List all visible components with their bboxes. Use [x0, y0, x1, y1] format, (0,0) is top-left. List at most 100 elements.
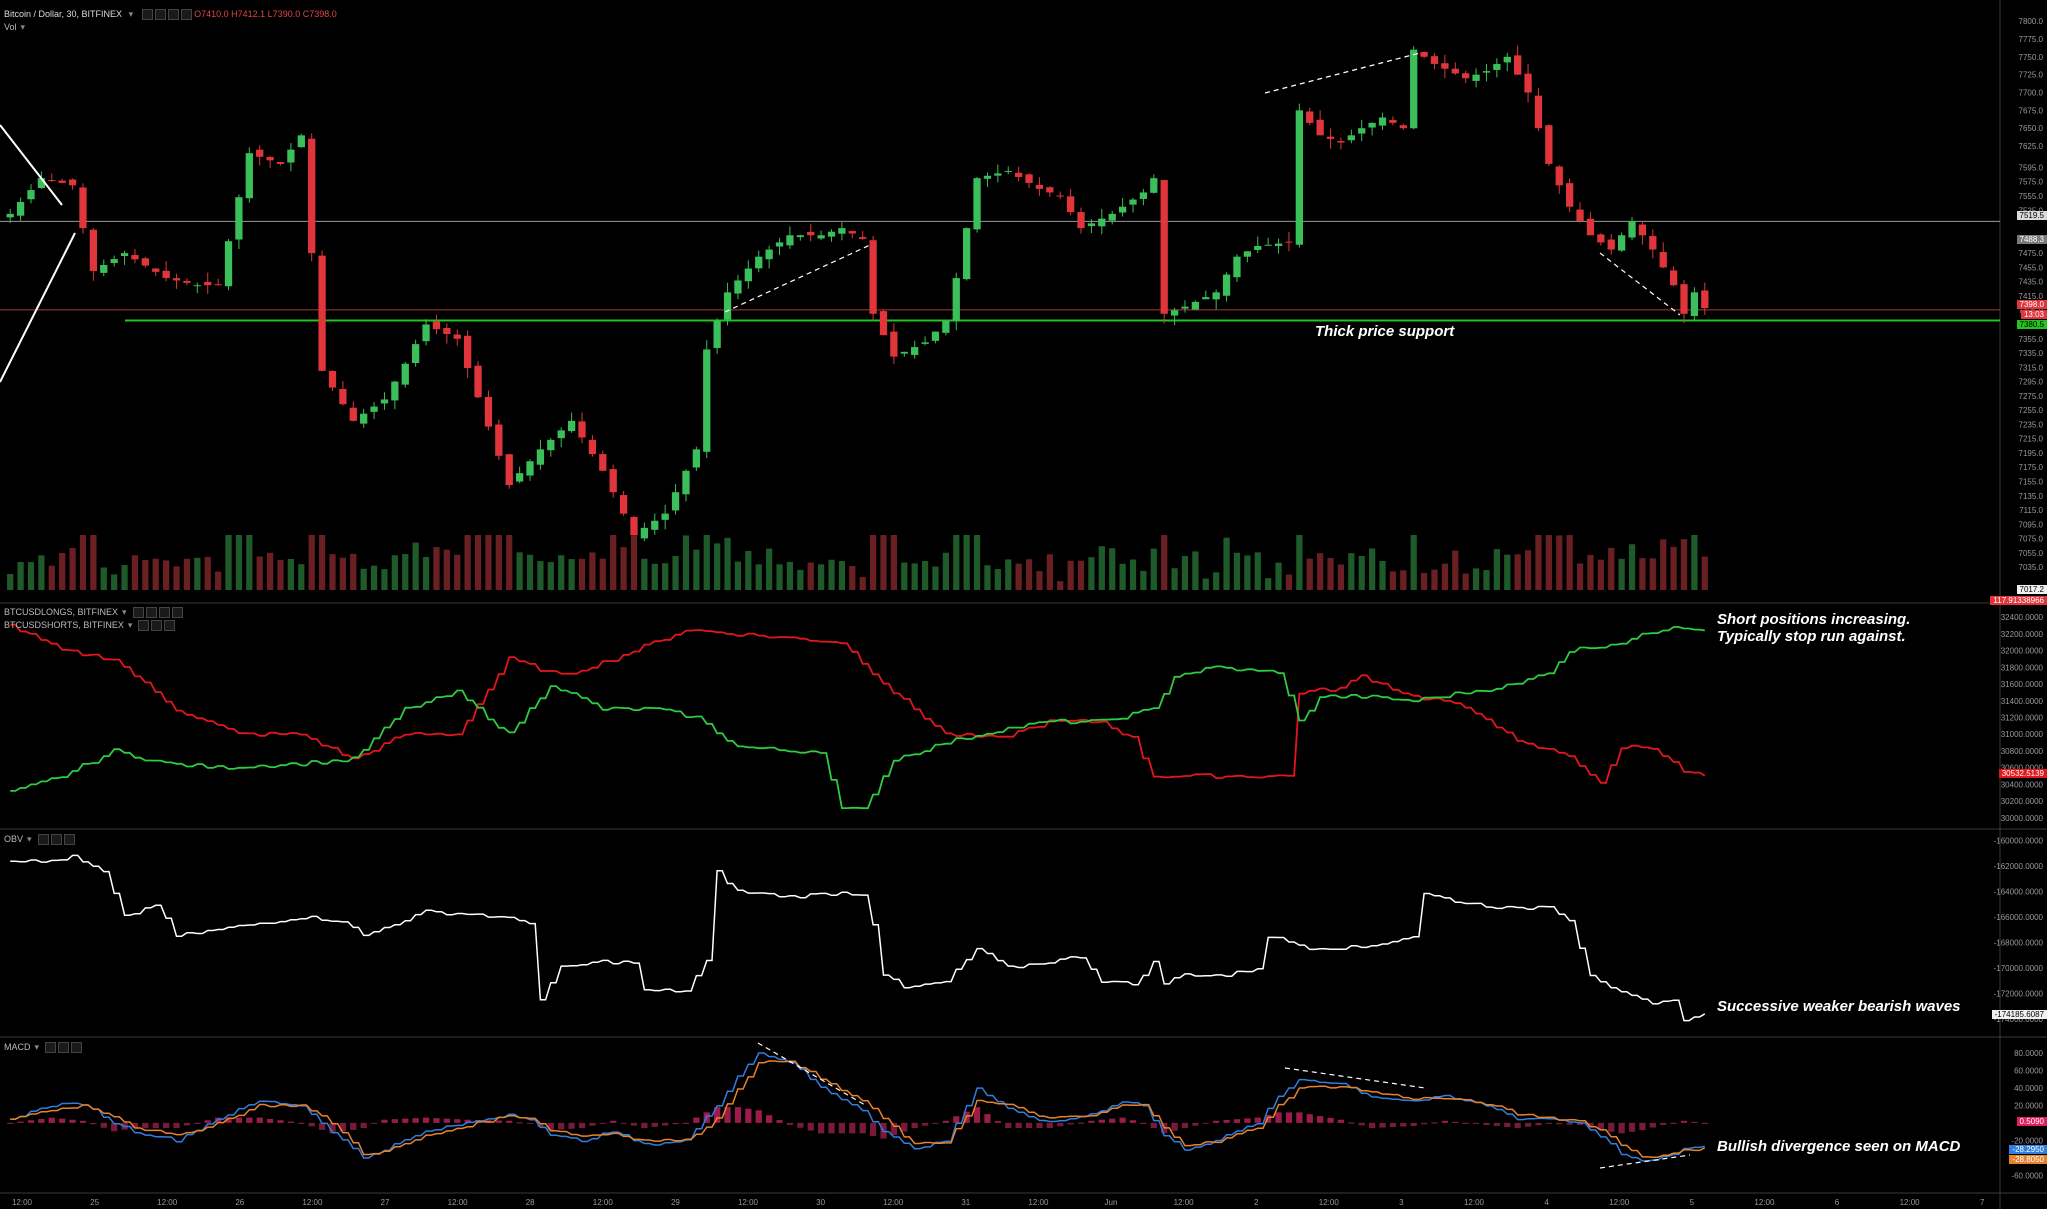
price-tick-label: 7175.0 — [2019, 463, 2044, 472]
candle-body — [110, 259, 118, 264]
time-tick-label: 7 — [1980, 1198, 1985, 1207]
macd-histogram-bar — [318, 1122, 326, 1130]
candle-body — [879, 311, 888, 336]
volume-bar — [1556, 535, 1563, 590]
macd-histogram-bar — [869, 1122, 877, 1136]
candle-body — [287, 149, 295, 163]
price-tick-label: 7675.0 — [2019, 106, 2044, 115]
price-tick-label: 7700.0 — [2019, 89, 2044, 98]
candle-body — [1451, 68, 1459, 74]
candle-body — [172, 278, 181, 281]
volume-bar — [682, 535, 690, 590]
price-tick-label: 7055.0 — [2019, 549, 2044, 558]
volume-bar — [1109, 548, 1116, 590]
chevron-down-icon[interactable]: ▾ — [20, 22, 26, 32]
longs-legend[interactable]: BTCUSDLONGS, BITFINEX ▾ — [4, 607, 183, 619]
volume-bar — [620, 547, 627, 590]
volume-bar — [1202, 578, 1209, 590]
macd-histogram-bar — [1452, 1121, 1459, 1123]
volume-bar — [1317, 553, 1324, 590]
macd-histogram-bar — [921, 1122, 929, 1126]
volume-bar — [1067, 560, 1074, 590]
volume-bar — [1046, 554, 1053, 590]
macd-histogram-bar — [17, 1121, 24, 1123]
volume-bar — [350, 553, 357, 590]
chevron-down-icon[interactable]: ▾ — [127, 620, 133, 630]
macd-histogram-bar — [714, 1107, 721, 1123]
volume-bar — [1389, 571, 1397, 590]
macd-histogram-bar — [1233, 1119, 1241, 1123]
candle-body — [578, 421, 586, 438]
volume-bar — [1192, 551, 1199, 590]
volume-bar — [422, 556, 430, 590]
macd-histogram-bar — [1067, 1122, 1074, 1125]
volume-bar — [339, 557, 346, 590]
macd-histogram-bar — [1379, 1122, 1386, 1128]
symbol-legend[interactable]: Bitcoin / Dollar, 30, BITFINEX ▾ O7410.0… — [4, 9, 337, 21]
shorts-legend[interactable]: BTCUSDSHORTS, BITFINEX ▾ — [4, 620, 176, 632]
volume-bar — [17, 561, 24, 590]
volume-bar — [1119, 563, 1126, 590]
macd-histogram-bar — [734, 1107, 742, 1123]
volume-bar — [828, 559, 835, 590]
macd-histogram-bar — [1587, 1122, 1594, 1128]
volume-bar — [1057, 581, 1064, 590]
macd-histogram-bar — [215, 1117, 222, 1123]
price-tick-label: 7725.0 — [2019, 71, 2044, 80]
volume-bar — [38, 555, 45, 590]
candle-body — [931, 331, 940, 341]
axis-tick-label: 30400.0000 — [2001, 780, 2044, 789]
macd-histogram-bar — [1431, 1122, 1438, 1124]
axis-tick-label: 31200.0000 — [2001, 714, 2044, 723]
volume-bar — [1140, 570, 1147, 590]
candle-body — [838, 228, 846, 234]
volume-bar — [1701, 556, 1708, 590]
axis-tick-label: -20.0000 — [2011, 1136, 2043, 1145]
candle-body — [6, 213, 14, 218]
candle-body — [630, 516, 638, 536]
legend-buttons[interactable] — [140, 9, 192, 21]
chevron-down-icon[interactable]: ▾ — [27, 834, 32, 844]
volume-bar — [318, 535, 326, 590]
chevron-down-icon[interactable]: ▾ — [34, 1042, 40, 1052]
price-tick-label: 7335.0 — [2019, 349, 2044, 358]
macd-histogram-bar — [1608, 1122, 1615, 1132]
macd-histogram-bar — [173, 1122, 180, 1129]
macd-legend[interactable]: MACD ▾ — [4, 1042, 83, 1054]
candle-body — [505, 454, 513, 486]
symbol-title[interactable]: Bitcoin / Dollar, 30, BITFINEX — [4, 9, 123, 19]
macd-series-line — [10, 1052, 1705, 1162]
volume-bar — [651, 563, 658, 590]
macd-histogram-bar — [1441, 1120, 1449, 1123]
macd-histogram-bar — [1504, 1122, 1511, 1128]
macd-histogram-bar — [329, 1122, 336, 1134]
macd-histogram-bar — [277, 1120, 284, 1123]
volume-bar — [838, 561, 846, 590]
volume-bar — [1285, 574, 1293, 590]
volume-bar — [568, 559, 575, 590]
macd-histogram-bar — [1005, 1122, 1012, 1129]
volume-legend[interactable]: Vol ▾ — [4, 22, 29, 33]
macd-histogram-bar — [152, 1122, 159, 1129]
candle-body — [339, 388, 347, 405]
macd-histogram-bar — [1181, 1122, 1189, 1129]
volume-bar — [703, 535, 710, 590]
candle-body — [193, 285, 201, 287]
chevron-down-icon[interactable]: ▾ — [128, 9, 134, 19]
resistance-price-tag: 7519.5 — [2016, 211, 2047, 220]
chevron-down-icon[interactable]: ▾ — [122, 607, 127, 617]
macd-line-tag: -28.2950 — [2009, 1145, 2047, 1154]
obv-title: OBV — [4, 834, 24, 844]
candle-body — [671, 492, 680, 511]
volume-bar — [526, 554, 534, 590]
candle-body — [547, 439, 555, 451]
candle-body — [1046, 187, 1054, 193]
candle-body — [1555, 166, 1563, 186]
price-tick-label: 7435.0 — [2019, 278, 2044, 287]
macd-histogram-bar — [1514, 1122, 1521, 1129]
volume-bar — [1545, 535, 1552, 590]
volume-bar — [1587, 554, 1594, 590]
candle-body — [515, 473, 524, 482]
obv-legend[interactable]: OBV ▾ — [4, 834, 75, 846]
